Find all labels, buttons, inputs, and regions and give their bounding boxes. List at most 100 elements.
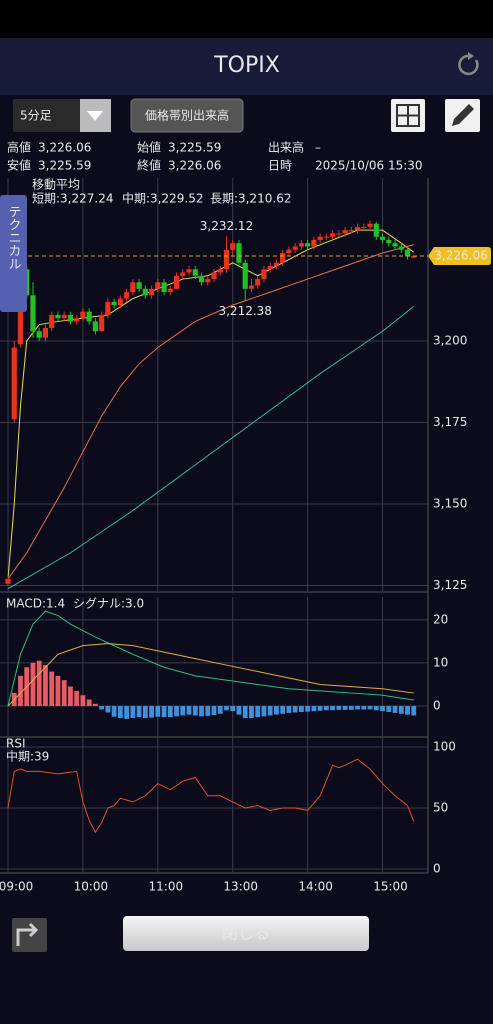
histogram-bar xyxy=(336,705,342,710)
candle-body xyxy=(161,282,167,293)
legend-entry: 長期:3,210.62 xyxy=(210,192,291,206)
info-label: 日時 xyxy=(268,159,292,173)
histogram-bar xyxy=(224,705,229,711)
histogram-bar xyxy=(161,705,167,718)
candle-body xyxy=(392,243,398,247)
title: TOPIX xyxy=(213,53,280,78)
histogram-bar xyxy=(117,705,123,719)
rsi-title: RSI xyxy=(6,737,26,751)
close-button[interactable] xyxy=(123,916,369,951)
refresh-icon[interactable] xyxy=(458,52,479,76)
legend-entry: シグナル:3.0 xyxy=(73,597,144,611)
histogram-bar xyxy=(392,705,398,713)
histogram-bar xyxy=(99,705,105,710)
x-tick-label: 09:00 xyxy=(0,880,33,894)
histogram-bar xyxy=(348,705,354,710)
y-tick-label: 3,175 xyxy=(433,415,467,429)
histogram-bar xyxy=(280,705,286,714)
histogram-bar xyxy=(36,660,42,706)
histogram-bar xyxy=(199,705,204,717)
candle-body xyxy=(230,243,236,250)
side-tab[interactable] xyxy=(0,195,27,312)
histogram-bar xyxy=(380,705,385,712)
y-tick-label: 0 xyxy=(433,698,441,712)
candle-body xyxy=(117,298,123,306)
candle-body xyxy=(298,243,304,247)
candle-body xyxy=(255,279,261,286)
layout-icon[interactable] xyxy=(391,99,425,132)
candle-body xyxy=(148,288,155,296)
back-icon[interactable] xyxy=(12,918,47,952)
status-bar xyxy=(0,0,493,38)
histogram-bar xyxy=(261,705,267,717)
histogram-bar xyxy=(205,705,211,716)
candle-body xyxy=(155,282,161,289)
histogram-bar xyxy=(292,705,298,713)
last-price-box xyxy=(428,247,491,266)
interval-label: 5分足 xyxy=(20,109,52,123)
candle-body xyxy=(186,269,192,273)
info-label: 始値 xyxy=(137,140,161,155)
candle-body xyxy=(367,223,373,227)
x-tick-label: 13:00 xyxy=(223,880,258,894)
candle-body xyxy=(42,327,49,338)
histogram-bar xyxy=(80,695,86,706)
candle-body xyxy=(398,246,404,250)
histogram-bar xyxy=(274,705,279,715)
candle-body xyxy=(74,318,80,322)
histogram-bar xyxy=(43,665,48,706)
info-label: 出来高 xyxy=(268,140,304,155)
candle-body xyxy=(373,223,379,237)
y-tick-label: 20 xyxy=(433,612,448,626)
histogram-bar xyxy=(255,705,261,718)
legend-entry: 短期:3,227.24 xyxy=(32,192,113,206)
histogram-bar xyxy=(61,680,67,706)
info-value: 3,226.06 xyxy=(38,141,91,155)
volume-button[interactable] xyxy=(130,98,244,133)
info-value: 3,226.06 xyxy=(168,159,221,173)
histogram-bar xyxy=(142,705,148,719)
candle-body xyxy=(305,243,311,247)
histogram-bar xyxy=(411,705,417,716)
x-tick-label: 15:00 xyxy=(373,880,408,894)
histogram-bar xyxy=(305,705,311,712)
x-tick-label: 10:00 xyxy=(74,880,109,894)
candle-body xyxy=(273,262,280,267)
series-line xyxy=(7,244,414,580)
histogram-bar xyxy=(373,705,379,711)
candle-body xyxy=(242,262,248,289)
histogram-bar xyxy=(167,705,173,718)
candle-body xyxy=(80,311,86,319)
histogram-bar xyxy=(192,705,198,716)
candle-body xyxy=(217,269,223,273)
candle-body xyxy=(223,249,230,270)
series-line xyxy=(7,643,414,707)
candle-body xyxy=(198,275,205,283)
histogram-bar xyxy=(323,705,329,711)
info: 高値 3,226.06 安値 3,225.59 始値 3,225.59 終値 3… xyxy=(7,140,423,173)
candle-body xyxy=(280,252,286,263)
histogram-bar xyxy=(174,705,179,717)
candle-body xyxy=(105,301,111,315)
candle-body xyxy=(86,311,92,322)
histogram-bar xyxy=(86,699,92,706)
histogram-bar xyxy=(249,705,254,719)
y-tick-label: 100 xyxy=(433,740,456,754)
candle-body xyxy=(136,282,142,289)
info-label: 安値 xyxy=(7,158,31,173)
candle-body xyxy=(61,314,67,319)
histogram-bar xyxy=(286,705,292,713)
histogram-bar xyxy=(30,662,36,706)
histogram-bar xyxy=(311,705,317,712)
header-bar xyxy=(0,38,493,95)
candle-body xyxy=(311,239,317,247)
draw-icon[interactable] xyxy=(445,99,480,132)
candle-body xyxy=(55,314,61,319)
candle-body xyxy=(180,272,186,276)
candle-body xyxy=(236,243,242,263)
candle-body xyxy=(130,282,136,293)
histogram-bar xyxy=(330,705,336,711)
candle-body xyxy=(167,288,173,293)
info-label: 高値 xyxy=(7,140,31,155)
